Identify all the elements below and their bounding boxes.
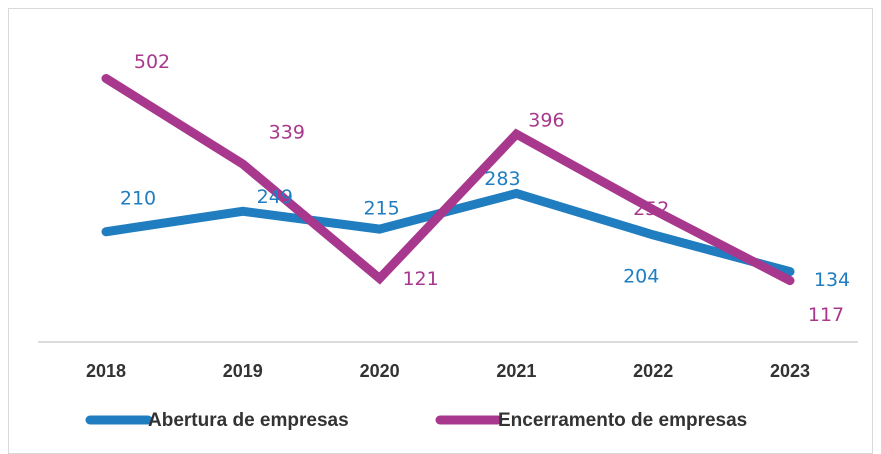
data-label: 339 — [269, 122, 305, 144]
data-label: 117 — [808, 304, 844, 326]
data-label: 215 — [363, 198, 399, 220]
data-label: 134 — [814, 269, 850, 291]
data-label: 204 — [623, 265, 659, 287]
legend-label: Encerramento de empresas — [498, 410, 747, 431]
data-label: 249 — [257, 186, 293, 208]
data-label: 396 — [528, 110, 564, 132]
x-tick-label: 2023 — [770, 361, 810, 381]
x-tick-label: 2019 — [223, 361, 263, 381]
x-tick-label: 2020 — [360, 361, 400, 381]
data-label: 252 — [633, 198, 669, 220]
data-label: 121 — [402, 268, 438, 290]
data-label: 210 — [120, 187, 156, 209]
data-label: 502 — [134, 51, 170, 73]
x-tick-label: 2021 — [496, 361, 536, 381]
legend-label: Abertura de empresas — [148, 410, 349, 431]
x-tick-label: 2022 — [633, 361, 673, 381]
x-tick-label: 2018 — [86, 361, 126, 381]
data-label: 283 — [484, 168, 520, 190]
series-line — [101, 73, 795, 286]
